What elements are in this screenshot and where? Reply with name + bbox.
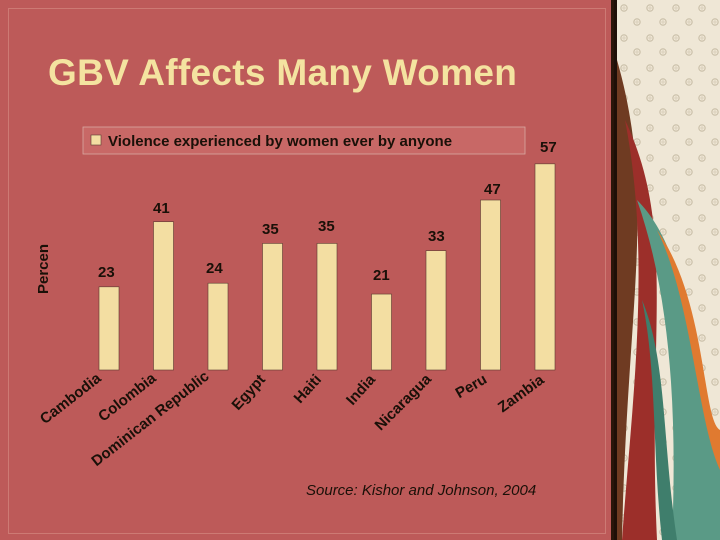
category-label: Zambia [495,371,548,416]
category-label: Haiti [291,371,325,407]
data-label: 35 [262,221,279,238]
category-label: India [343,371,379,409]
category-label: Peru [453,371,490,402]
source-note: Source: Kishor and Johnson, 2004 [306,482,537,499]
bar-chart: Violence experienced by women ever by an… [35,126,557,470]
data-label: 41 [153,200,170,217]
bar-colombia [153,221,174,371]
category-label: Egypt [228,371,269,413]
bar-zambia [534,163,556,371]
bar-egypt [262,243,283,371]
bar-cambodia [98,286,120,371]
category-label: Nicaragua [372,370,436,434]
bar-india [371,293,392,371]
data-label: 35 [318,218,335,235]
panel-border [8,8,606,534]
data-label: 23 [98,264,115,281]
data-label: 21 [373,267,390,284]
data-label: 24 [206,260,223,277]
decorative-side-art [617,0,720,540]
data-labels: 23 41 24 35 35 21 33 47 57 [98,139,557,284]
data-label: 57 [540,139,557,156]
legend-entry: Violence experienced by women ever by an… [108,133,452,150]
legend: Violence experienced by women ever by an… [82,126,526,155]
legend-swatch [90,134,102,146]
data-label: 47 [484,181,501,198]
bars [98,163,556,371]
category-label: Cambodia [37,369,105,427]
data-label: 33 [428,228,445,245]
slide-panel [0,0,614,540]
y-axis-label: Percen [35,244,52,294]
bar-nicaragua [425,250,447,371]
legend-box [82,126,526,155]
bar-dominican-republic [207,282,229,371]
bar-haiti [316,243,338,371]
bar-peru [480,199,501,371]
slide-title: GBV Affects Many Women [48,52,518,93]
